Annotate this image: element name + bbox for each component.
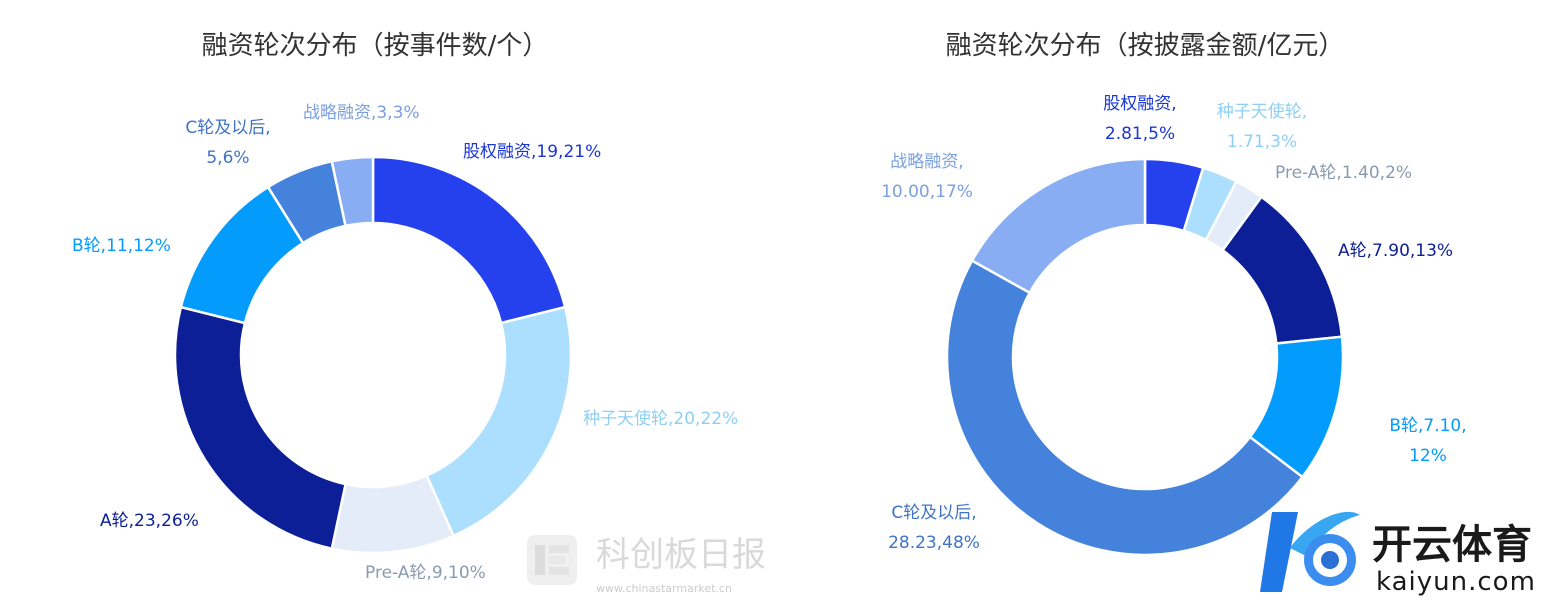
brand-domain: kaiyun.com: [1376, 567, 1536, 597]
slice-label-line: C轮及以后,: [185, 118, 270, 138]
slice-label-seed: 种子天使轮,20,22%: [583, 408, 738, 429]
donut-slice-c: [945, 258, 1305, 557]
slice-label-line: A轮,23,26%: [100, 511, 199, 531]
slice-label-line: 股权融资,19,21%: [463, 142, 601, 162]
slice-label-a: A轮,23,26%: [100, 511, 199, 531]
slice-label-line: A轮,7.90,13%: [1338, 241, 1453, 261]
watermark: 科创板日报 www.chinastarmarket.cn: [527, 535, 766, 595]
slice-label-c: C轮及以后, 5,6%: [185, 118, 270, 168]
slice-label-equity: 股权融资,19,21%: [463, 142, 601, 162]
slice-label-a: A轮,7.90,13%: [1338, 241, 1453, 261]
slice-label-seed: 种子天使轮, 1.71,3%: [1217, 101, 1307, 152]
chart-title: 融资轮次分布（按事件数/个）: [202, 31, 549, 61]
slice-label-line: Pre-A轮,1.40,2%: [1275, 163, 1412, 183]
slice-label-equity: 股权融资, 2.81,5%: [1103, 94, 1176, 144]
slice-label-prea: Pre-A轮,9,10%: [365, 563, 486, 583]
slice-label-line: B轮,11,12%: [72, 236, 171, 256]
donut-slice-strategic: [970, 157, 1147, 295]
chart-by-event-count: 融资轮次分布（按事件数/个） 股权融资,19,21% 种子天使轮,20,22% Pr…: [72, 31, 738, 583]
slice-label-line: 1.71,3%: [1227, 132, 1297, 152]
slice-label-line: C轮及以后,: [891, 503, 976, 523]
brand-logo: 开云体育 kaiyun.com: [1260, 511, 1536, 597]
slice-label-line: 28.23,48%: [888, 533, 980, 553]
slice-label-line: 种子天使轮,20,22%: [583, 408, 738, 429]
slice-label-b: B轮,11,12%: [72, 236, 171, 256]
donut-slice-a: [173, 305, 348, 551]
donut-slice-strategic: [330, 155, 375, 228]
slice-label-prea: Pre-A轮,1.40,2%: [1275, 163, 1412, 183]
watermark-logo-icon: [527, 535, 577, 585]
chart-title: 融资轮次分布（按披露金额/亿元）: [946, 31, 1345, 61]
donut-slice-equity: [371, 155, 567, 325]
slice-label-line: 2.81,5%: [1105, 124, 1175, 144]
slice-label-strategic: 战略融资,3,3%: [303, 103, 420, 123]
slice-label-line: B轮,7.10,: [1389, 416, 1466, 436]
slice-label-line: 10.00,17%: [881, 182, 973, 202]
watermark-url: www.chinastarmarket.cn: [596, 582, 732, 595]
slice-label-line: 战略融资,3,3%: [303, 103, 420, 123]
slice-label-line: 5,6%: [206, 148, 249, 168]
brand-logo-icon: [1260, 511, 1360, 592]
slice-label-b: B轮,7.10, 12%: [1389, 416, 1466, 466]
slice-label-line: Pre-A轮,9,10%: [365, 563, 486, 583]
chart-by-disclosed-amount: 融资轮次分布（按披露金额/亿元） 股权融资, 2.81,5% 种子天使轮, 1.71,…: [881, 31, 1467, 557]
slice-label-line: 股权融资,: [1103, 94, 1176, 114]
slice-label-c: C轮及以后, 28.23,48%: [888, 503, 980, 553]
slice-label-line: 12%: [1409, 446, 1447, 466]
watermark-text: 科创板日报: [596, 535, 766, 575]
slice-label-line: 种子天使轮,: [1217, 101, 1307, 122]
slice-label-strategic: 战略融资, 10.00,17%: [881, 152, 973, 202]
slice-label-line: 战略融资,: [890, 152, 963, 172]
donut-slice-seed: [425, 305, 573, 538]
brand-name: 开云体育: [1372, 522, 1532, 568]
